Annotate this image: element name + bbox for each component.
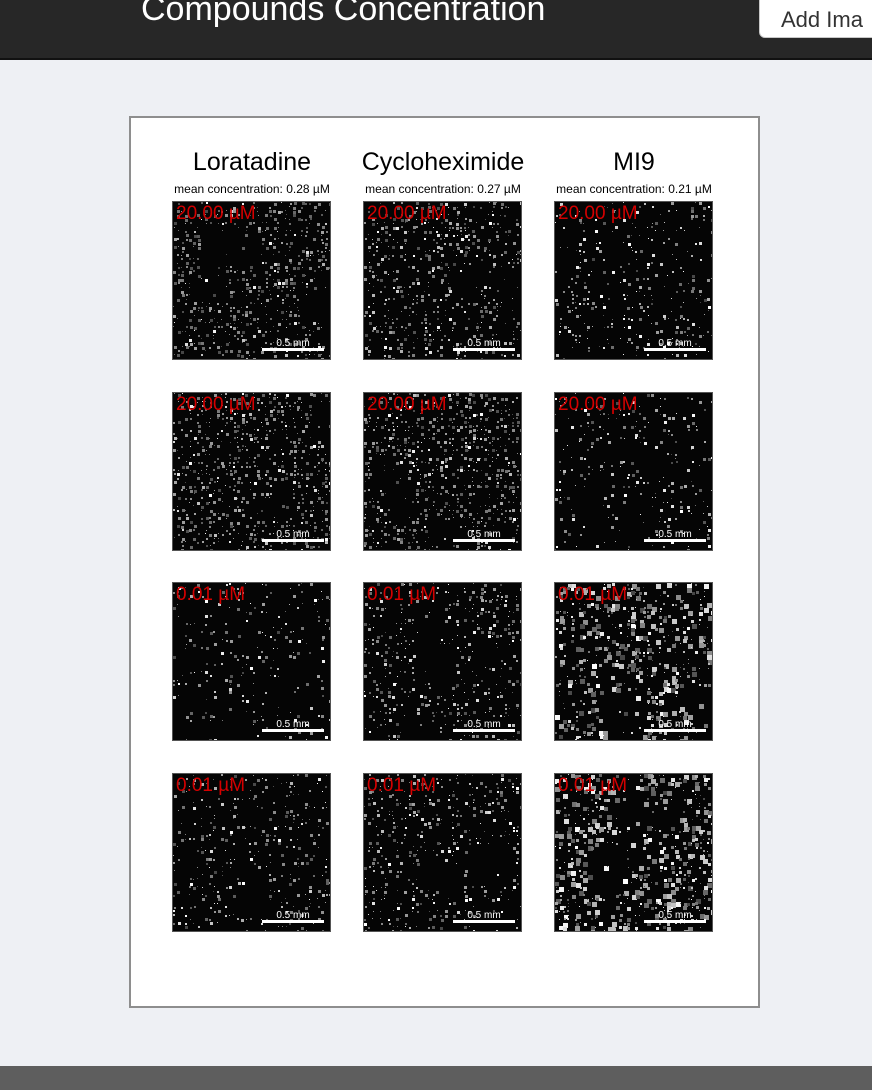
mean-concentration: mean concentration: 0.21 µM — [556, 182, 712, 196]
scale-bar — [644, 920, 706, 923]
concentration-label: 20.00 µM — [176, 394, 256, 415]
concentration-label: 20.00 µM — [176, 203, 256, 224]
scale-bar — [453, 729, 515, 732]
scale-bar — [453, 920, 515, 923]
scale-bar — [262, 348, 324, 351]
figure-sheet: Loratadine mean concentration: 0.28 µM 20.… — [129, 116, 760, 1008]
scale-bar-label: 0.5 mm — [467, 910, 501, 921]
scale-bar — [644, 348, 706, 351]
micrograph-tile: 0.01 µM 0.5 mm — [554, 582, 713, 741]
scale-bar-label: 0.5 mm — [658, 719, 692, 730]
micrograph-tile: 0.01 µM 0.5 mm — [172, 582, 331, 741]
micrograph-tile: 0.01 µM 0.5 mm — [554, 773, 713, 932]
scale-bar-label: 0.5 mm — [276, 529, 310, 540]
micrograph-tile: 20.00 µM 0.5 mm — [172, 201, 331, 360]
scale-bar — [262, 539, 324, 542]
concentration-label: 20.00 µM — [367, 394, 447, 415]
concentration-label: 0.01 µM — [367, 584, 437, 605]
concentration-label: 0.01 µM — [558, 775, 628, 796]
micrograph-image — [364, 393, 521, 550]
scale-bar-label: 0.5 mm — [467, 338, 501, 349]
scale-bar-label: 0.5 mm — [276, 719, 310, 730]
footer-bar — [0, 1066, 872, 1090]
column-header-loratadine: Loratadine mean concentration: 0.28 µM — [152, 147, 352, 196]
compound-name: MI9 — [613, 148, 655, 176]
micrograph-tile: 20.00 µM 0.5 mm — [363, 201, 522, 360]
concentration-label: 0.01 µM — [558, 584, 628, 605]
compound-name: Cycloheximide — [361, 148, 525, 176]
scale-bar — [644, 539, 706, 542]
top-bar: Compounds Concentration Add Ima — [0, 0, 872, 60]
page-title: Compounds Concentration — [141, 0, 546, 28]
micrograph-tile: 0.01 µM 0.5 mm — [363, 773, 522, 932]
mean-concentration: mean concentration: 0.28 µM — [174, 182, 330, 196]
micrograph-image — [173, 202, 330, 359]
micrograph-image — [173, 774, 330, 931]
compound-name: Loratadine — [192, 148, 312, 176]
concentration-label: 0.01 µM — [176, 584, 246, 605]
scale-bar-label: 0.5 mm — [658, 338, 692, 349]
scale-bar-label: 0.5 mm — [658, 529, 692, 540]
scale-bar-label: 0.5 mm — [276, 338, 310, 349]
micrograph-image — [173, 393, 330, 550]
concentration-label: 20.00 µM — [367, 203, 447, 224]
micrograph-tile: 0.01 µM 0.5 mm — [363, 582, 522, 741]
micrograph-image — [364, 202, 521, 359]
column-header-cycloheximide: Cycloheximide mean concentration: 0.27 µM — [343, 147, 543, 196]
scale-bar — [262, 729, 324, 732]
concentration-label: 0.01 µM — [176, 775, 246, 796]
column-header-mi9: MI9 mean concentration: 0.21 µM — [534, 147, 734, 196]
micrograph-image — [173, 583, 330, 740]
scale-bar-label: 0.5 mm — [467, 529, 501, 540]
scale-bar — [453, 539, 515, 542]
scale-bar-label: 0.5 mm — [658, 910, 692, 921]
concentration-label: 0.01 µM — [367, 775, 437, 796]
micrograph-image — [555, 583, 712, 740]
micrograph-tile: 20.00 µM 0.5 mm — [554, 201, 713, 360]
micrograph-tile: 20.00 µM 0.5 mm — [172, 392, 331, 551]
micrograph-image — [364, 774, 521, 931]
scale-bar — [644, 729, 706, 732]
micrograph-image — [364, 583, 521, 740]
micrograph-tile: 20.00 µM 0.5 mm — [554, 392, 713, 551]
mean-concentration: mean concentration: 0.27 µM — [365, 182, 521, 196]
scale-bar-label: 0.5 mm — [276, 910, 310, 921]
micrograph-image — [555, 202, 712, 359]
micrograph-tile: 0.01 µM 0.5 mm — [172, 773, 331, 932]
micrograph-image — [555, 393, 712, 550]
scale-bar — [262, 920, 324, 923]
micrograph-tile: 20.00 µM 0.5 mm — [363, 392, 522, 551]
scale-bar-label: 0.5 mm — [467, 719, 501, 730]
micrograph-image — [555, 774, 712, 931]
concentration-label: 20.00 µM — [558, 203, 638, 224]
add-image-button[interactable]: Add Ima — [759, 0, 872, 38]
concentration-label: 20.00 µM — [558, 394, 638, 415]
scale-bar — [453, 348, 515, 351]
